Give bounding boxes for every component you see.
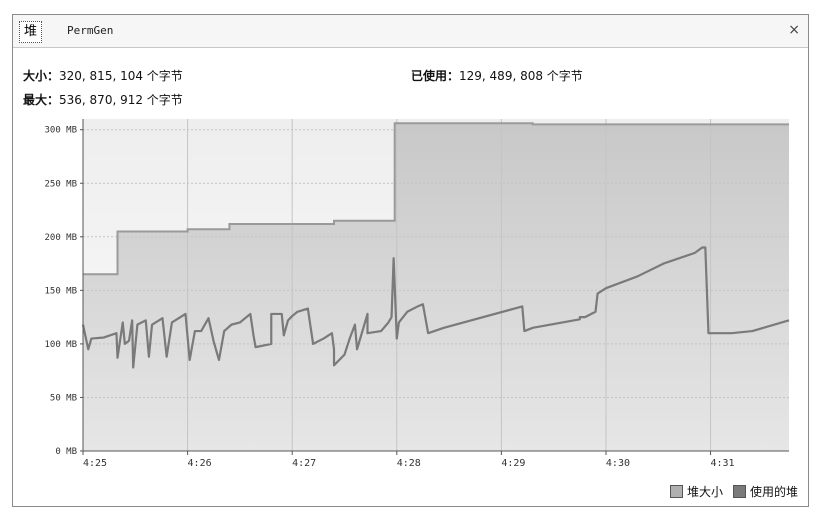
legend-swatch-heap-size [669,485,683,498]
used-label: 已使用： [411,69,460,83]
heap-used-stat: 已使用：129, 489, 808 个字节 [411,67,583,84]
y-tick-label: 50 MB [50,393,77,403]
max-value: 536, 870, 912 个字节 [59,93,183,107]
max-label: 最大： [23,93,60,107]
x-tick-label: 4:25 [83,458,107,469]
tab-bar: 堆 PermGen × [13,15,808,48]
legend-label-heap-size: 堆大小 [686,485,723,499]
legend-swatch-used-heap [732,485,746,498]
size-label: 大小： [23,69,60,83]
y-tick-label: 200 MB [44,233,77,243]
x-tick-label: 4:31 [711,458,735,469]
y-tick-label: 150 MB [44,286,77,296]
x-tick-label: 4:29 [501,458,525,469]
legend-label-used-heap: 使用的堆 [749,485,798,499]
tab-heap[interactable]: 堆 [19,21,43,43]
x-tick-label: 4:26 [188,458,212,469]
x-tick-label: 4:30 [606,458,630,469]
x-tick-label: 4:28 [397,458,421,469]
y-tick-label: 250 MB [44,179,77,189]
y-tick-label: 300 MB [44,126,77,136]
tab-permgen[interactable]: PermGen [67,24,114,37]
size-value: 320, 815, 104 个字节 [59,69,183,83]
legend: 堆大小 使用的堆 [669,483,798,500]
heap-size-stat: 大小：320, 815, 104 个字节 [23,67,183,84]
close-icon[interactable]: × [788,22,800,38]
y-tick-label: 100 MB [44,340,77,350]
legend-item-used-heap: 使用的堆 [732,483,798,500]
heap-monitor-panel: 堆 PermGen × 大小：320, 815, 104 个字节 最大：536,… [12,14,809,507]
heap-size-line [83,122,789,276]
x-tick-label: 4:27 [292,458,316,469]
heap-size-area [83,123,789,451]
heap-max-stat: 最大：536, 870, 912 个字节 [23,91,183,108]
used-value: 129, 489, 808 个字节 [459,69,583,83]
heap-chart: 0 MB 50 MB 100 MB 150 MB 200 MB 250 MB 300 MB 4… [44,119,790,469]
legend-item-heap-size: 堆大小 [669,483,723,500]
used-heap-line [81,246,790,369]
y-tick-label: 0 MB [55,447,77,457]
